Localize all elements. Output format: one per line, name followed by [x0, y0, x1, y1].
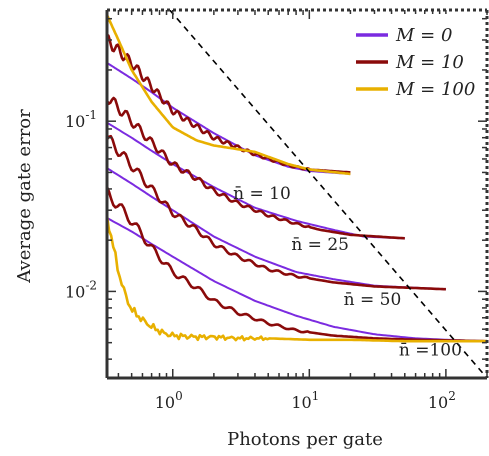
series-layer	[107, 10, 487, 378]
series-n25-m10	[107, 96, 405, 240]
reference-dashed-line	[169, 10, 487, 378]
legend-label: M = 10	[395, 52, 464, 73]
legend: M = 0 M = 10 M = 100	[348, 14, 480, 104]
y-axis-title: Average gate error	[14, 109, 35, 284]
annotation-label: n̄ = 25	[291, 235, 349, 255]
x-axis-title: Photons per gate	[227, 429, 383, 450]
series-n10-m100	[107, 14, 351, 176]
annotation-label: n̄ =100	[399, 341, 462, 361]
series-n50-m10	[107, 134, 446, 291]
series-n100-m10	[107, 186, 487, 343]
legend-label: M = 0	[395, 25, 452, 46]
annotation-label: n̄ = 50	[344, 290, 402, 310]
series-n100-m100	[107, 215, 487, 343]
annotation-label: n̄ = 10	[233, 184, 291, 204]
legend-label: M = 100	[395, 79, 475, 100]
annotations-layer: n̄ = 10 n̄ = 25 n̄ = 50 n̄ =100	[233, 184, 462, 361]
